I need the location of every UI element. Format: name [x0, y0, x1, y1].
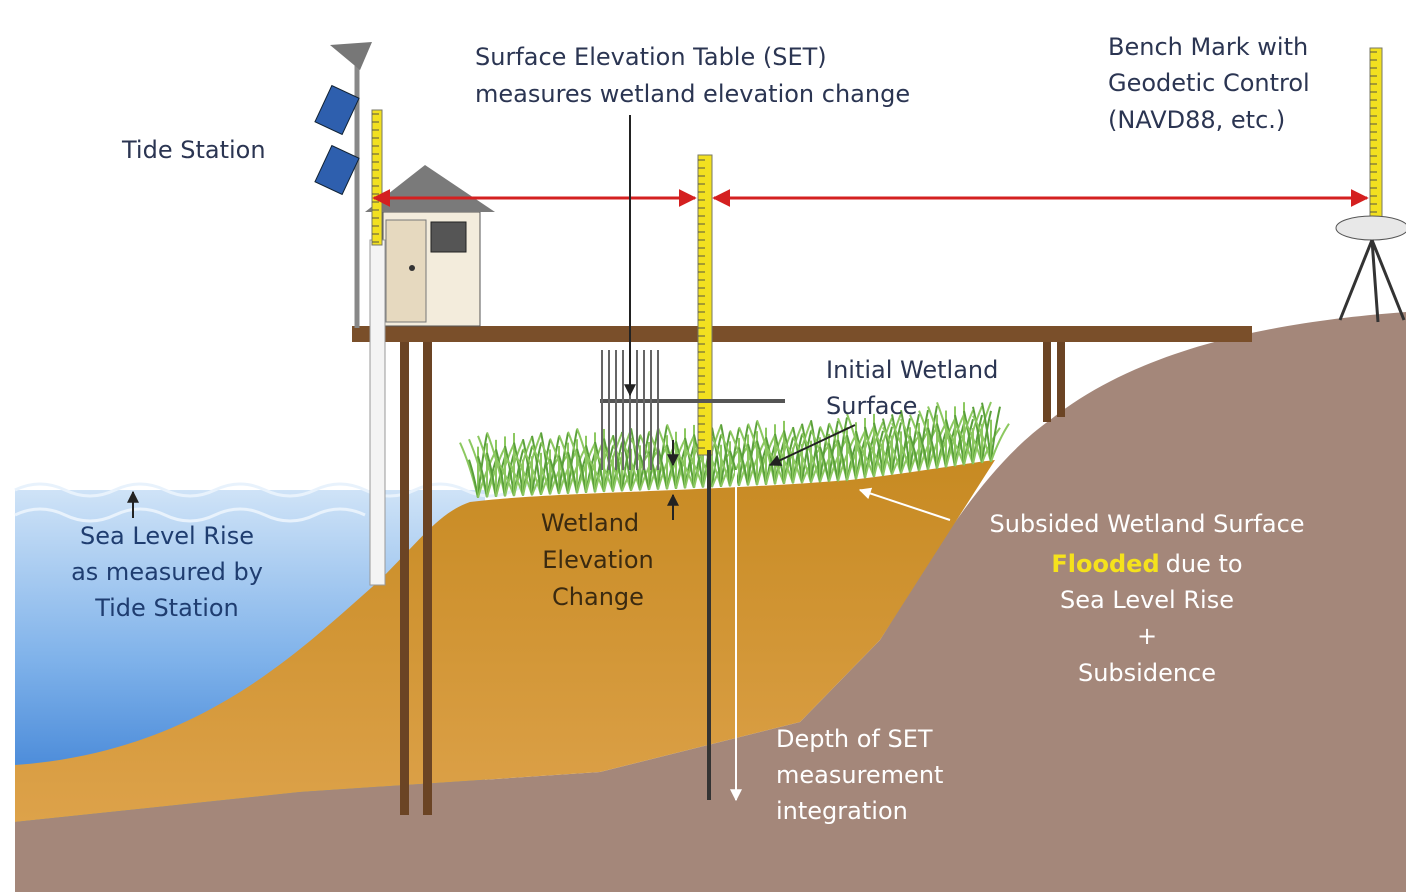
label: Geodetic Control [1108, 69, 1310, 97]
label: Depth of SET [776, 725, 933, 753]
label: measurement [776, 761, 943, 789]
label: as measured by [71, 558, 263, 586]
post [1057, 342, 1065, 417]
label: Sea Level Rise [80, 522, 254, 550]
label: integration [776, 797, 908, 825]
post [423, 342, 432, 815]
door [386, 220, 426, 322]
boardwalk [352, 326, 1252, 342]
label: Bench Mark with [1108, 33, 1308, 61]
label: + [1137, 622, 1157, 650]
doorknob [409, 265, 415, 271]
label: measures wetland elevation change [475, 80, 910, 108]
label: Subsided Wetland Surface [989, 510, 1304, 538]
label: (NAVD88, etc.) [1108, 106, 1285, 134]
label: Wetland [541, 509, 639, 537]
page: Tide Station Surface Elevation Table (SE… [0, 0, 1406, 892]
window [431, 222, 466, 252]
benchmark-dish [1336, 216, 1406, 240]
benchmark-rod [1370, 48, 1382, 220]
label: Initial Wetland [826, 356, 998, 384]
label: Change [552, 583, 644, 611]
label-part: due to [1166, 550, 1243, 578]
label: Tide Station [121, 136, 266, 164]
label: Tide Station [94, 594, 239, 622]
post [1043, 342, 1051, 422]
highlight: Flooded [1051, 550, 1159, 578]
label: Surface Elevation Table (SET) [475, 43, 827, 71]
label: Surface [826, 392, 917, 420]
label: Sea Level Rise [1060, 586, 1234, 614]
label: Elevation [542, 546, 653, 574]
diagram: Tide Station Surface Elevation Table (SE… [0, 0, 1406, 892]
label: Subsidence [1078, 659, 1216, 687]
stilling-well [370, 240, 385, 585]
post [400, 342, 409, 815]
